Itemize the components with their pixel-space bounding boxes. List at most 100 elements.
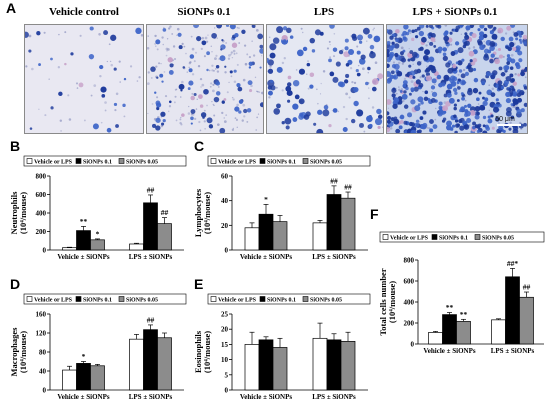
micrograph-cell xyxy=(472,68,477,72)
micrograph-cell xyxy=(353,86,359,93)
micrograph-speck xyxy=(408,47,410,50)
micrograph-cell xyxy=(467,103,472,108)
micrograph-speck xyxy=(174,88,177,91)
micrograph-cell xyxy=(276,26,284,34)
micrograph-cell xyxy=(482,100,488,107)
micrograph-cell xyxy=(323,104,329,110)
micrograph-speck xyxy=(395,92,398,95)
micrograph-cell xyxy=(430,98,436,103)
micrograph-cell xyxy=(358,40,363,44)
panel-letter-f: F xyxy=(370,206,379,222)
micrograph-speck xyxy=(373,27,375,30)
micrograph-speck xyxy=(329,44,331,46)
micrograph-cell xyxy=(407,29,411,33)
micrograph-speck xyxy=(236,103,239,107)
micrograph-speck xyxy=(183,45,186,48)
micrograph-speck xyxy=(167,110,170,113)
chart-b-bar xyxy=(90,239,105,251)
micrograph-cell xyxy=(476,129,480,133)
micrograph-cell xyxy=(238,99,244,104)
chart-d-legend-label-2: SiONPs 0.1 xyxy=(83,298,112,304)
chart-b-y-tick-label: 200 xyxy=(36,228,47,236)
micrograph-cell xyxy=(487,118,493,124)
micrograph-cell xyxy=(505,75,512,82)
chart-c-y-tick-label: 0 xyxy=(225,247,229,255)
micrograph-cell xyxy=(259,102,263,108)
micrograph-cell xyxy=(468,50,475,57)
chart-macrophages: Vehicle or LPS SiONPs 0.1 SiONPs 0.05 0 40 80… xyxy=(10,293,187,401)
micrograph-speck xyxy=(185,52,187,55)
micrograph-cell xyxy=(296,49,304,57)
micrograph-cell xyxy=(155,125,161,131)
micrograph-cell xyxy=(523,86,527,90)
chart-c-legend: Vehicle or LPS SiONPs 0.1 SiONPs 0.05 xyxy=(207,155,371,167)
micrograph-speck xyxy=(261,91,263,95)
micrograph-speck xyxy=(431,90,433,93)
micrograph-cell xyxy=(377,114,383,120)
micrograph-cell xyxy=(391,87,397,94)
chart-c-legend-swatch-3 xyxy=(302,158,309,164)
micrograph-speck xyxy=(176,27,180,31)
micrograph-cell xyxy=(403,120,408,125)
micrograph-cell xyxy=(248,61,253,67)
chart-b-legend-swatch-2 xyxy=(75,158,82,164)
micrograph-cell xyxy=(353,100,359,107)
chart-c-bar xyxy=(312,222,328,251)
chart-c-legend-swatch-2 xyxy=(259,158,266,164)
chart-f-bar xyxy=(491,319,506,345)
micrograph-cell xyxy=(88,53,95,60)
micrograph-speck xyxy=(140,33,143,37)
chart-f-significance-label: ##* xyxy=(507,259,519,268)
micrograph-cell xyxy=(345,73,350,79)
micrograph-speck xyxy=(250,84,253,88)
micrograph-cell xyxy=(267,68,274,74)
micrograph-cell xyxy=(490,53,495,58)
micrograph-cell xyxy=(201,40,207,46)
micrograph-speck xyxy=(217,86,220,88)
chart-c-bar xyxy=(326,194,342,251)
micrograph-speck xyxy=(123,115,126,118)
micrograph-cell xyxy=(401,93,408,100)
micrograph-cell xyxy=(511,78,515,82)
micrograph-speck xyxy=(151,103,154,105)
micrograph-cell xyxy=(497,80,503,86)
micrograph-cell xyxy=(337,81,344,87)
micrograph-speck xyxy=(212,69,215,72)
micrograph-cell xyxy=(335,61,341,67)
micrograph-cell xyxy=(520,108,525,113)
micrograph-cell xyxy=(225,25,230,27)
micrograph-cell xyxy=(267,85,273,90)
micrograph-speck xyxy=(43,31,46,34)
micrograph-speck xyxy=(211,100,213,103)
micrograph-cell xyxy=(150,66,156,72)
chart-e-x-tick-label: Vehicle ± SiONPs xyxy=(240,393,292,401)
micrograph-speck xyxy=(472,46,476,49)
micrograph-speck xyxy=(154,42,157,45)
micrograph-speck xyxy=(179,118,182,121)
chart-b-bar xyxy=(143,202,158,251)
micrograph-speck xyxy=(90,94,93,97)
micrograph-cell xyxy=(414,105,421,112)
micrograph-cell xyxy=(424,49,431,56)
micrograph-speck xyxy=(114,109,117,112)
micrograph-cell xyxy=(495,98,499,102)
micrograph-cell xyxy=(286,82,292,87)
micrograph-cell xyxy=(467,87,473,93)
micro-title-lps-sionps: LPS + SiONPs 0.1 xyxy=(412,6,498,18)
micrograph-speck xyxy=(232,98,235,101)
micrograph-speck xyxy=(216,37,218,39)
scale-bar-label: 50 μm xyxy=(495,116,515,123)
micrograph-cell xyxy=(287,75,292,80)
micrograph-speck xyxy=(332,55,336,58)
micrograph-cell xyxy=(450,75,456,81)
micrograph-speck xyxy=(68,118,72,121)
micrograph-cell xyxy=(156,76,159,79)
micrograph-cell xyxy=(398,125,403,130)
chart-c-bar xyxy=(258,213,274,251)
micrograph-speck xyxy=(212,83,215,86)
micrograph-speck xyxy=(186,71,189,73)
micrograph-cell xyxy=(447,67,454,74)
micrograph-cell xyxy=(286,27,292,34)
chart-b-y-tick-label: 600 xyxy=(36,191,47,199)
micrograph-cell xyxy=(403,90,407,94)
